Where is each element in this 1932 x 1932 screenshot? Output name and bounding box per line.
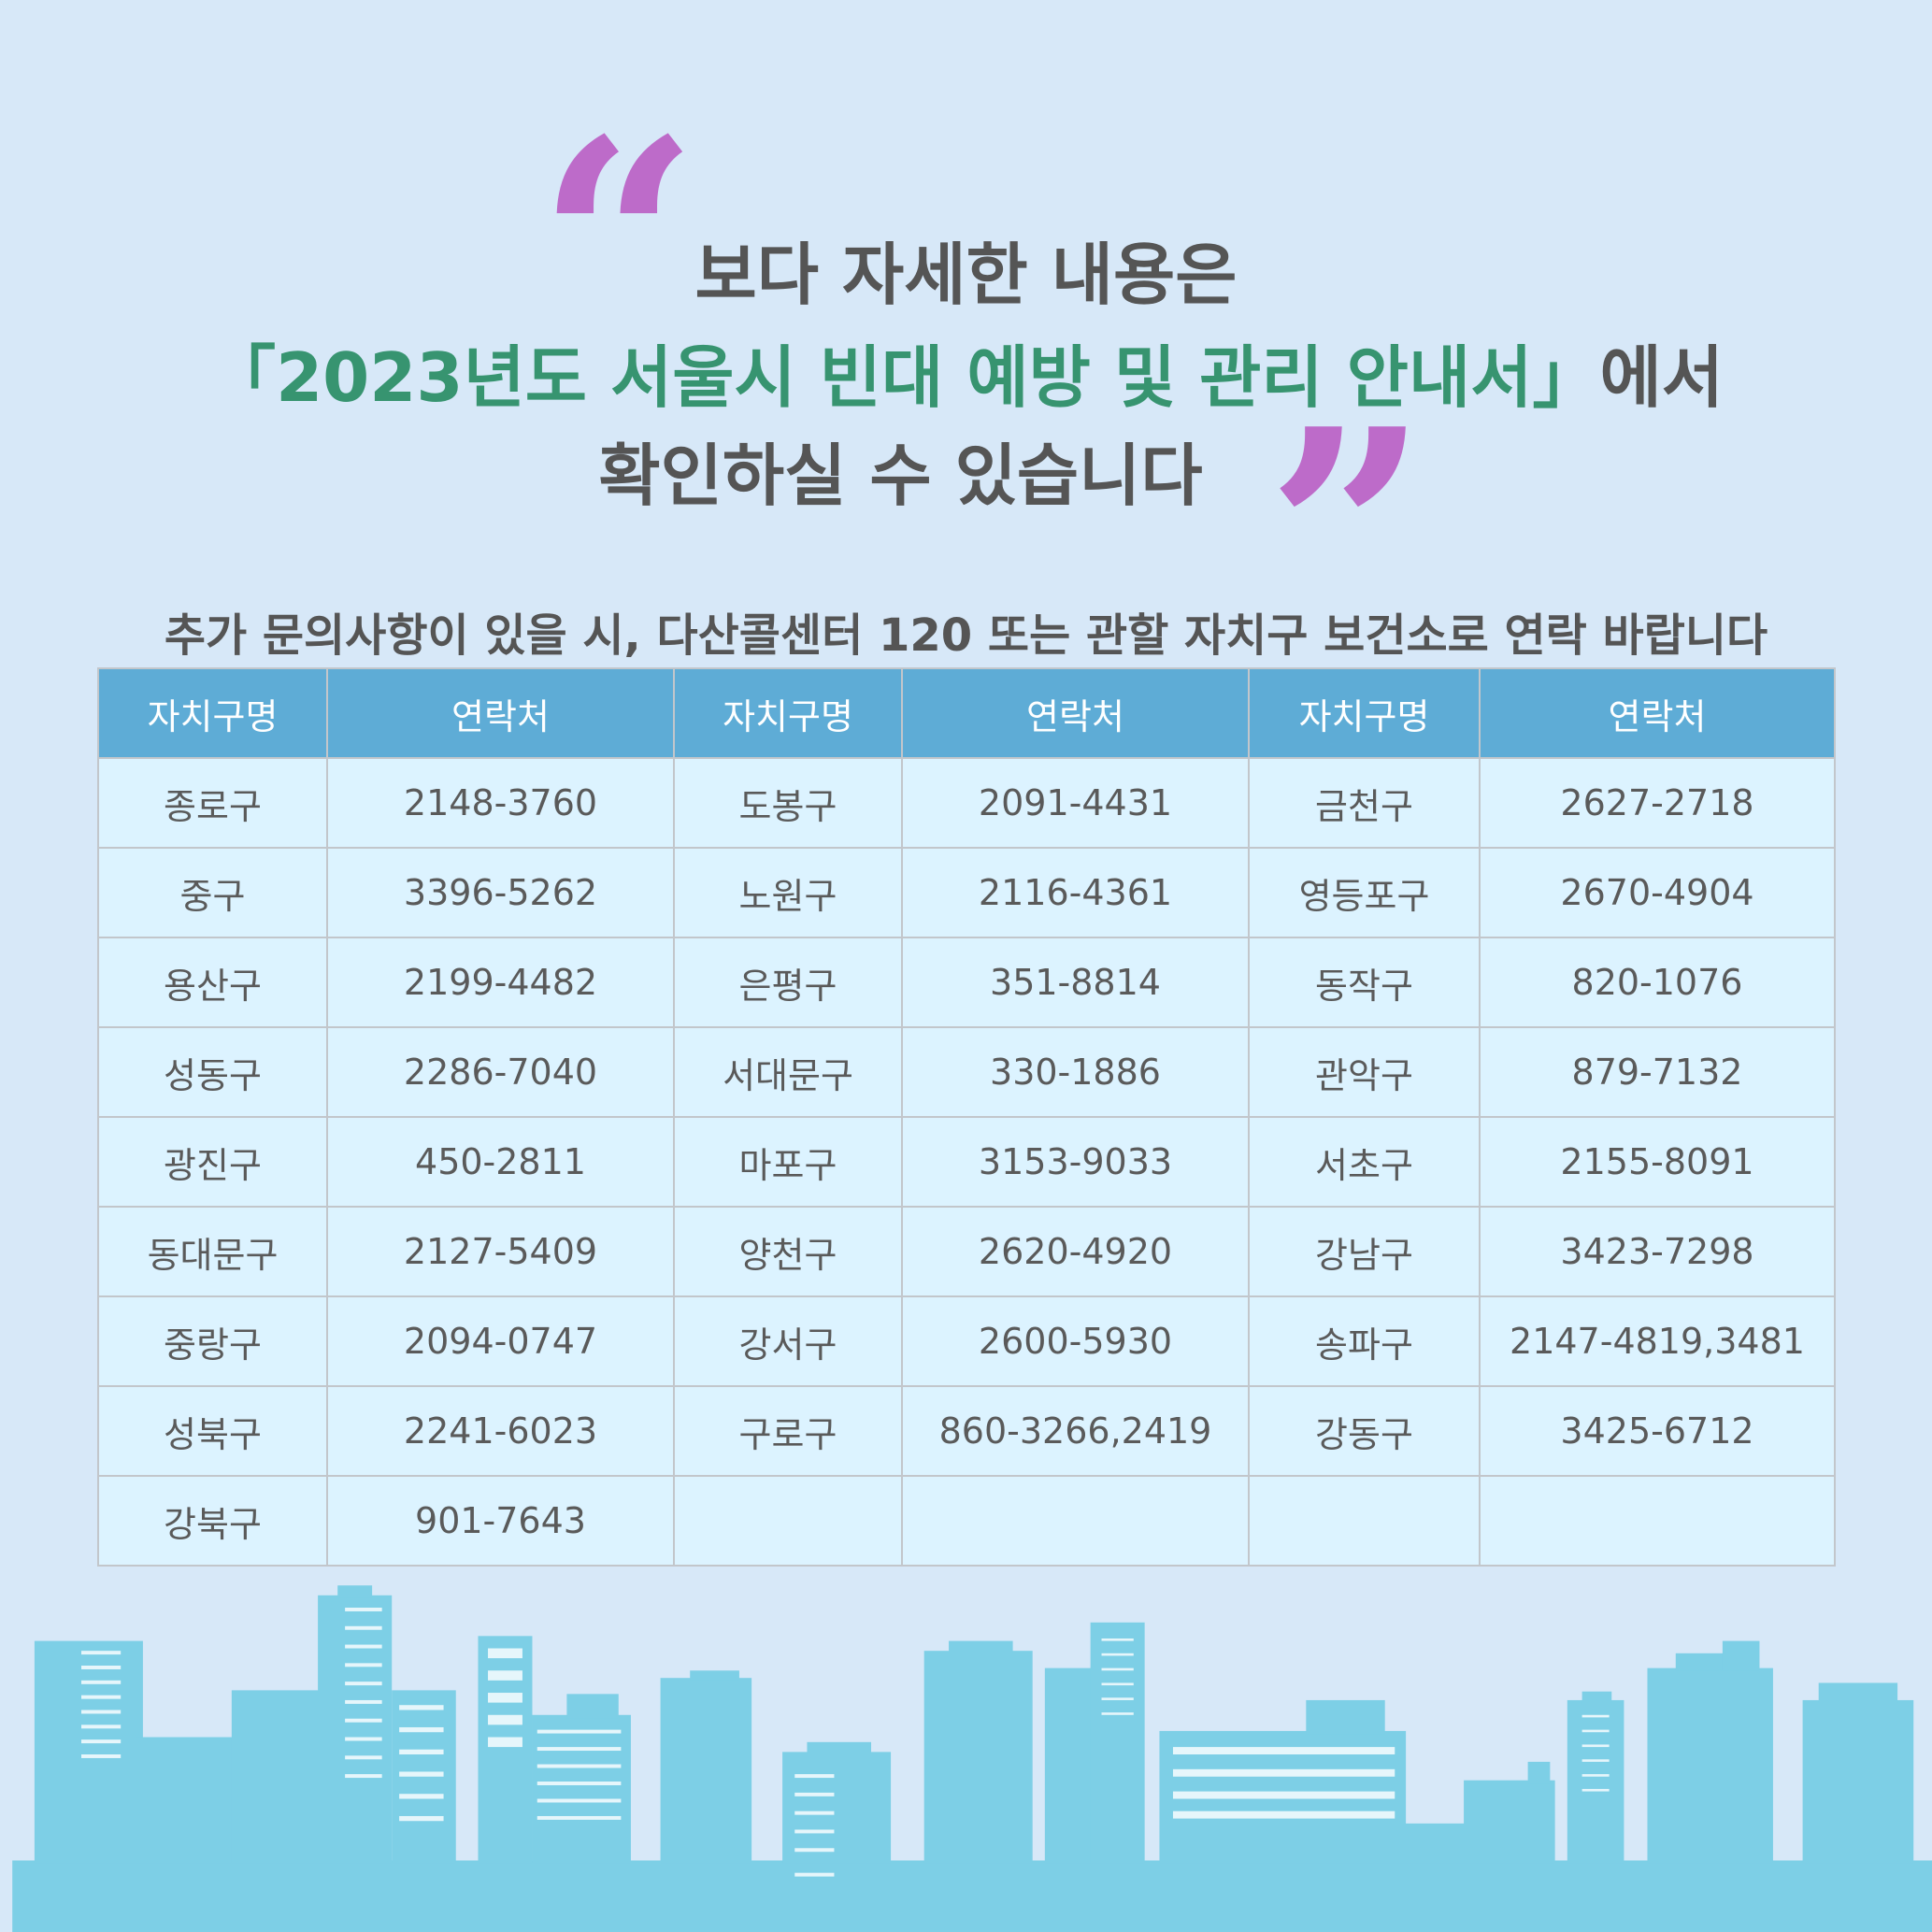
district-name-cell: 구로구 (673, 1385, 903, 1477)
district-name-cell: 영등포구 (1248, 847, 1481, 938)
district-name-cell: 서대문구 (673, 1026, 903, 1118)
table-row: 중구 3396-5262 노원구 2116-4361 영등포구 2670-4904 (97, 847, 1836, 938)
table-row: 광진구 450-2811 마포구 3153-9033 서초구 2155-8091 (97, 1116, 1836, 1208)
district-name-cell: 서초구 (1248, 1116, 1481, 1208)
district-name-cell: 종로구 (97, 757, 328, 849)
contact-number-cell: 2600-5930 (901, 1295, 1250, 1387)
contact-number-cell: 3396-5262 (326, 847, 675, 938)
table-header-row: 자치구명 연락처 자치구명 연락처 자치구명 연락처 (97, 667, 1836, 759)
contact-number-cell: 330-1886 (901, 1026, 1250, 1118)
column-header-district: 자치구명 (673, 667, 903, 759)
district-name-cell: 중랑구 (97, 1295, 328, 1387)
contact-number-cell: 2148-3760 (326, 757, 675, 849)
district-name-cell (673, 1475, 903, 1567)
contact-number-cell: 2241-6023 (326, 1385, 675, 1477)
contact-number-cell: 2286-7040 (326, 1026, 675, 1118)
contact-number-cell: 3423-7298 (1479, 1206, 1836, 1297)
district-name-cell: 마포구 (673, 1116, 903, 1208)
headline-line-3: 확인하실 수 있습니다 (598, 436, 1203, 515)
district-name-cell: 노원구 (673, 847, 903, 938)
contact-number-cell (1479, 1475, 1836, 1567)
contact-number-cell: 2627-2718 (1479, 757, 1836, 849)
column-header-district: 자치구명 (1248, 667, 1481, 759)
district-name-cell: 금천구 (1248, 757, 1481, 849)
contact-number-cell: 820-1076 (1479, 937, 1836, 1028)
table-row: 용산구 2199-4482 은평구 351-8814 동작구 820-1076 (97, 937, 1836, 1028)
district-name-cell: 용산구 (97, 937, 328, 1028)
contact-number-cell: 2670-4904 (1479, 847, 1836, 938)
district-name-cell: 강서구 (673, 1295, 903, 1387)
district-name-cell: 성동구 (97, 1026, 328, 1118)
column-header-contact: 연락처 (1479, 667, 1836, 759)
district-name-cell: 은평구 (673, 937, 903, 1028)
contact-number-cell: 2094-0747 (326, 1295, 675, 1387)
table-row: 동대문구 2127-5409 양천구 2620-4920 강남구 3423-7298 (97, 1206, 1836, 1297)
headline-line-1: 보다 자세한 내용은 (694, 236, 1238, 314)
district-name-cell: 강북구 (97, 1475, 328, 1567)
district-name-cell: 양천구 (673, 1206, 903, 1297)
contact-number-cell: 450-2811 (326, 1116, 675, 1208)
contact-number-cell: 879-7132 (1479, 1026, 1836, 1118)
contact-number-cell: 2116-4361 (901, 847, 1250, 938)
contact-number-cell: 351-8814 (901, 937, 1250, 1028)
column-header-contact: 연락처 (901, 667, 1250, 759)
table-row: 성북구 2241-6023 구로구 860-3266,2419 강동구 3425-6712 (97, 1385, 1836, 1477)
contact-number-cell (901, 1475, 1250, 1567)
district-name-cell: 강남구 (1248, 1206, 1481, 1297)
contact-number-cell: 2620-4920 (901, 1206, 1250, 1297)
contact-number-cell: 860-3266,2419 (901, 1385, 1250, 1477)
district-name-cell: 성북구 (97, 1385, 328, 1477)
contact-number-cell: 2127-5409 (326, 1206, 675, 1297)
district-contact-table: 자치구명 연락처 자치구명 연락처 자치구명 연락처 종로구 2148-3760 도봉구 209… (97, 667, 1836, 1567)
contact-number-cell: 2147-4819,3481 (1479, 1295, 1836, 1387)
district-name-cell: 동작구 (1248, 937, 1481, 1028)
column-header-district: 자치구명 (97, 667, 328, 759)
contact-number-cell: 2199-4482 (326, 937, 675, 1028)
district-name-cell: 중구 (97, 847, 328, 938)
contact-number-cell: 2155-8091 (1479, 1116, 1836, 1208)
district-name-cell (1248, 1475, 1481, 1567)
contact-number-cell: 3425-6712 (1479, 1385, 1836, 1477)
table-row: 성동구 2286-7040 서대문구 330-1886 관악구 879-7132 (97, 1026, 1836, 1118)
district-name-cell: 강동구 (1248, 1385, 1481, 1477)
district-name-cell: 도봉구 (673, 757, 903, 849)
table-row: 중랑구 2094-0747 강서구 2600-5930 송파구 2147-4819,348… (97, 1295, 1836, 1387)
contact-number-cell: 3153-9033 (901, 1116, 1250, 1208)
contact-notice: 추가 문의사항이 있을 시, 다산콜센터 120 또는 관할 자치구 보건소로 … (164, 609, 1768, 662)
contact-number-cell: 901-7643 (326, 1475, 675, 1567)
district-name-cell: 광진구 (97, 1116, 328, 1208)
contact-number-cell: 2091-4431 (901, 757, 1250, 849)
column-header-contact: 연락처 (326, 667, 675, 759)
table-row: 강북구 901-7643 (97, 1475, 1836, 1567)
district-name-cell: 관악구 (1248, 1026, 1481, 1118)
headline-line-2-rest: 에서 (1599, 338, 1724, 417)
table-row: 종로구 2148-3760 도봉구 2091-4431 금천구 2627-2718 (97, 757, 1836, 849)
district-name-cell: 송파구 (1248, 1295, 1481, 1387)
guide-title: 「2023년도 서울시 빈대 예방 및 관리 안내서」 (208, 338, 1600, 417)
district-name-cell: 동대문구 (97, 1206, 328, 1297)
city-skyline-illustration (12, 1585, 1932, 1932)
headline-line-2: 「2023년도 서울시 빈대 예방 및 관리 안내서」에서 (0, 322, 1932, 421)
